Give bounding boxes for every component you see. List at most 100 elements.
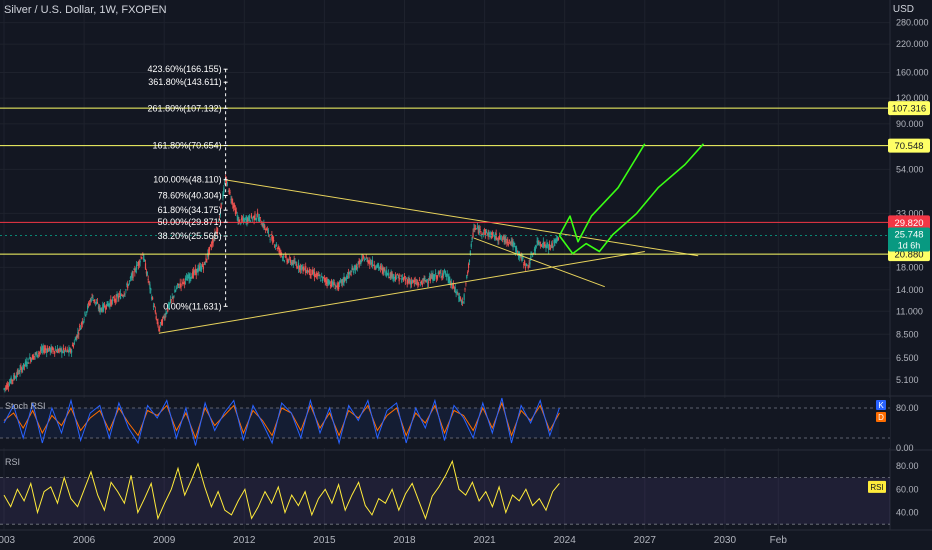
price-candle [28, 362, 30, 364]
price-axis[interactable]: 280.000 220.000 160.000 120.000 90.000 54.000… [888, 18, 930, 518]
price-candle [22, 368, 24, 370]
price-candle [271, 235, 273, 240]
price-candle [298, 265, 301, 270]
price-candle [21, 368, 23, 372]
price-candle [419, 279, 421, 281]
price-candle [501, 238, 503, 240]
price-candle [179, 282, 181, 285]
price-candle [170, 299, 172, 301]
time-tick-label: 2012 [233, 535, 256, 546]
price-candle [164, 316, 166, 319]
price-candle [233, 204, 236, 208]
price-candle [68, 348, 70, 353]
price-candle [315, 273, 317, 275]
price-candle [550, 244, 552, 247]
price-candle [244, 217, 246, 219]
projection-path [558, 143, 646, 243]
price-candle [128, 280, 131, 282]
price-candle [141, 257, 143, 259]
price-candle [514, 245, 516, 247]
price-candle [529, 261, 531, 265]
price-candle [253, 215, 255, 221]
price-candle [187, 274, 189, 279]
price-candle [536, 240, 538, 243]
price-candle [108, 303, 110, 306]
fib-label: 50.00%(29.871) [158, 217, 222, 227]
price-candle [434, 276, 436, 280]
price-candle [160, 319, 163, 326]
price-candle [513, 242, 515, 245]
price-candle [292, 260, 294, 266]
price-candle [290, 262, 293, 265]
price-candle [465, 283, 467, 285]
price-candle [508, 239, 511, 241]
price-candle [462, 302, 464, 304]
price-candle [496, 238, 498, 240]
price-candle [282, 256, 285, 258]
price-candle [516, 251, 519, 252]
price-candle [328, 281, 330, 286]
price-candle [427, 282, 429, 284]
price-candle [488, 232, 490, 235]
price-candle [389, 272, 391, 278]
price-candle [340, 279, 342, 283]
fib-label: 361.80%(143.611) [148, 77, 221, 87]
price-candle [431, 274, 433, 279]
price-candle [52, 347, 54, 350]
price-candle [456, 289, 458, 293]
price-panel[interactable]: 423.60%(166.155) 361.80%(143.611) 261.80%(… [0, 64, 890, 393]
price-candle [459, 297, 462, 300]
price-candle [72, 344, 75, 348]
time-axis[interactable]: 2003 2006 2009 2012 2015 2018 2021 2024 2027 2030… [0, 535, 787, 546]
price-candle [129, 277, 131, 279]
price-candle [205, 257, 207, 262]
price-candle [341, 279, 343, 284]
price-candle [441, 275, 443, 278]
price-candle [84, 311, 86, 315]
price-candle [252, 216, 254, 218]
price-candle [358, 260, 360, 267]
stoch-rsi-panel[interactable]: Stoch RSI KD [0, 397, 890, 448]
price-candle [39, 351, 41, 353]
price-candle [428, 276, 431, 281]
price-candle [356, 267, 358, 269]
price-candle [218, 218, 220, 220]
price-candle [370, 263, 373, 265]
price-candle [439, 272, 441, 274]
price-candle [240, 223, 242, 225]
price-candle [113, 298, 115, 302]
price-candle [96, 301, 99, 304]
rsi-panel[interactable]: RSI RSI [0, 457, 890, 525]
price-tick-label: 14.000 [896, 285, 924, 295]
price-candle [350, 273, 352, 276]
price-candle [143, 255, 145, 261]
price-candle [48, 346, 50, 350]
price-candle [332, 282, 334, 286]
price-candle [343, 276, 345, 283]
price-candle [121, 295, 123, 297]
price-candle [393, 274, 395, 279]
price-candle [162, 315, 164, 318]
price-candle [261, 225, 263, 227]
price-candle [540, 244, 543, 247]
price-candle [366, 258, 368, 262]
price-tag-bg [888, 215, 930, 230]
price-candle [89, 300, 91, 302]
price-candle [313, 273, 315, 275]
price-candle [314, 275, 317, 278]
price-candle [219, 213, 221, 216]
price-candle [406, 279, 408, 284]
price-candle [146, 271, 148, 276]
price-candle [295, 264, 297, 266]
price-candle [101, 309, 103, 312]
price-candle [106, 301, 108, 307]
price-candle [330, 280, 333, 287]
price-candle [127, 284, 129, 289]
price-candle [401, 277, 403, 283]
time-tick-label: 2015 [313, 535, 336, 546]
price-candle [81, 321, 83, 325]
price-candle [405, 278, 407, 280]
price-candle [413, 281, 415, 283]
price-candle [75, 337, 77, 342]
